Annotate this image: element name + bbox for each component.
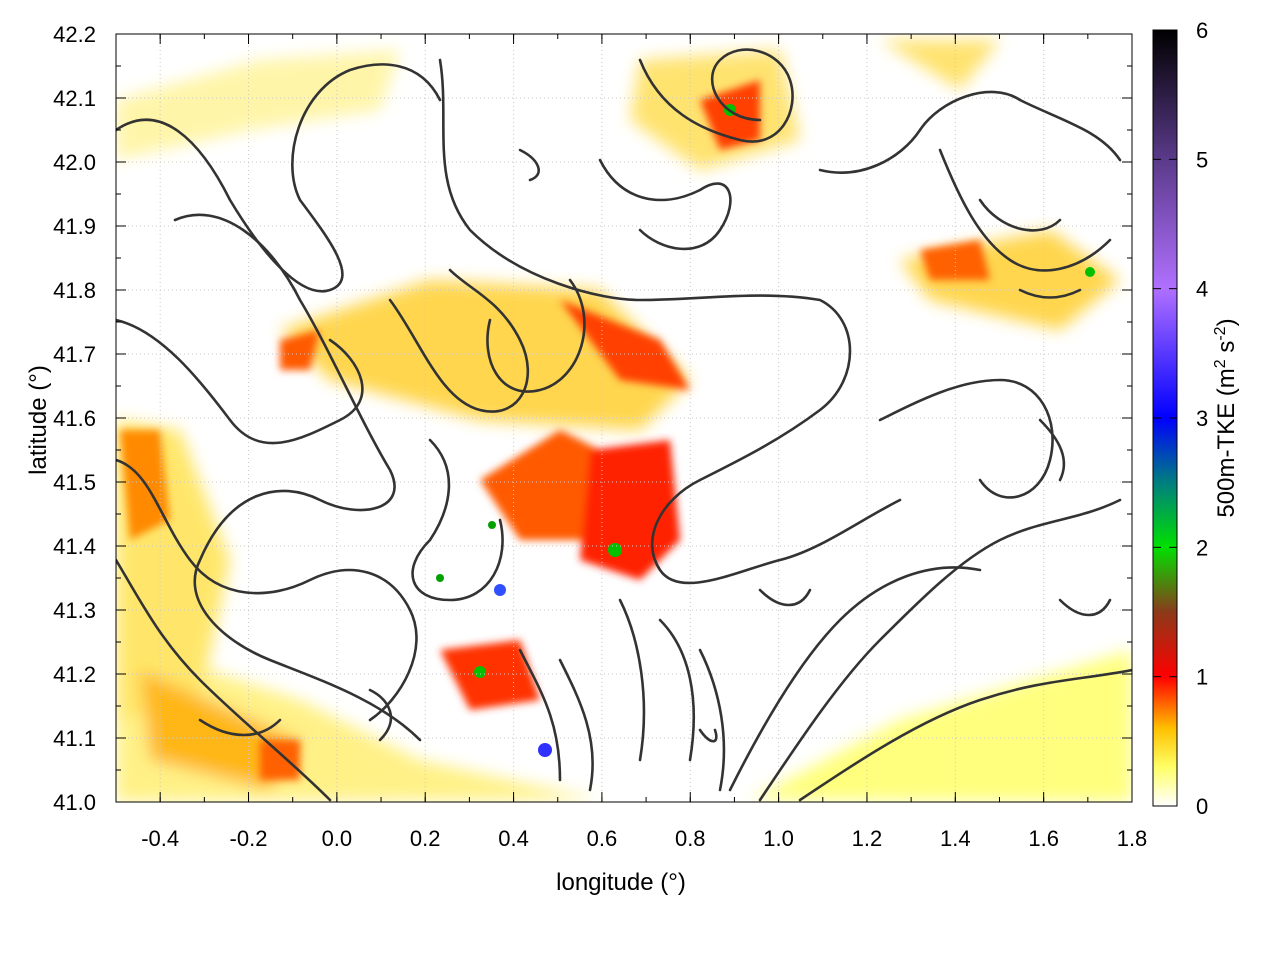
colorbar-tick-label: 6 [1196,18,1208,43]
colorbar-tick-label: 5 [1196,147,1208,172]
x-tick-label: 0.6 [587,826,618,851]
y-axis: 41.0 41.1 41.2 41.3 41.4 41.5 41.6 41.7 41.8 41.9… [53,22,1132,815]
y-tick-label: 42.0 [53,150,96,175]
y-tick-label: 42.1 [53,86,96,111]
y-tick-label: 41.9 [53,214,96,239]
x-tick-label: 1.4 [940,826,971,851]
x-tick-label: 0.0 [322,826,353,851]
x-tick-label: 0.8 [675,826,706,851]
colorbar-tick-label: 4 [1196,277,1208,302]
colorbar-title-end: ) [1213,318,1240,326]
y-tick-label: 41.5 [53,470,96,495]
colorbar-title: 500m-TKE (m2 s-2) [1212,318,1240,517]
y-tick-label: 41.0 [53,790,96,815]
y-axis-title: latitude (°) [25,365,52,475]
y-tick-label: 41.4 [53,534,96,559]
colorbar-tick-label: 3 [1196,406,1208,431]
x-tick-label: 1.6 [1028,826,1059,851]
colorbar-title-sup2: -2 [1212,326,1229,340]
y-tick-label: 41.3 [53,598,96,623]
y-tick-label: 41.8 [53,278,96,303]
x-axis-title: longitude (°) [556,869,686,896]
x-axis: -0.4 -0.2 0.0 0.2 0.4 0.6 0.8 1.0 1.2 1.4 1.6 1.8 [115,34,1148,851]
grid-lines [116,33,1133,803]
y-tick-label: 41.2 [53,662,96,687]
x-tick-label: 1.0 [763,826,794,851]
colorbar-title-sup1: 2 [1212,359,1229,368]
x-tick-label: 1.2 [852,826,883,851]
terrain-contours [116,48,1132,802]
x-tick-label: -0.2 [230,826,268,851]
colorbar-axis: 0 1 2 3 4 5 6 [1153,18,1208,819]
y-tick-label: 41.7 [53,342,96,367]
colorbar-title-mid: s [1213,341,1240,360]
y-tick-label: 41.6 [53,406,96,431]
x-tick-label: 0.4 [498,826,529,851]
y-tick-label: 42.2 [53,22,96,47]
tke-field [116,40,1132,802]
colorbar-title-main: 500m-TKE (m [1213,368,1240,517]
x-tick-label: -0.4 [141,826,179,851]
y-tick-label: 41.1 [53,726,96,751]
x-tick-label: 0.2 [410,826,441,851]
colorbar-tick-label: 1 [1196,665,1208,690]
x-tick-label: 1.8 [1117,826,1148,851]
colorbar-tick-label: 0 [1196,794,1208,819]
colorbar-tick-label: 2 [1196,535,1208,560]
